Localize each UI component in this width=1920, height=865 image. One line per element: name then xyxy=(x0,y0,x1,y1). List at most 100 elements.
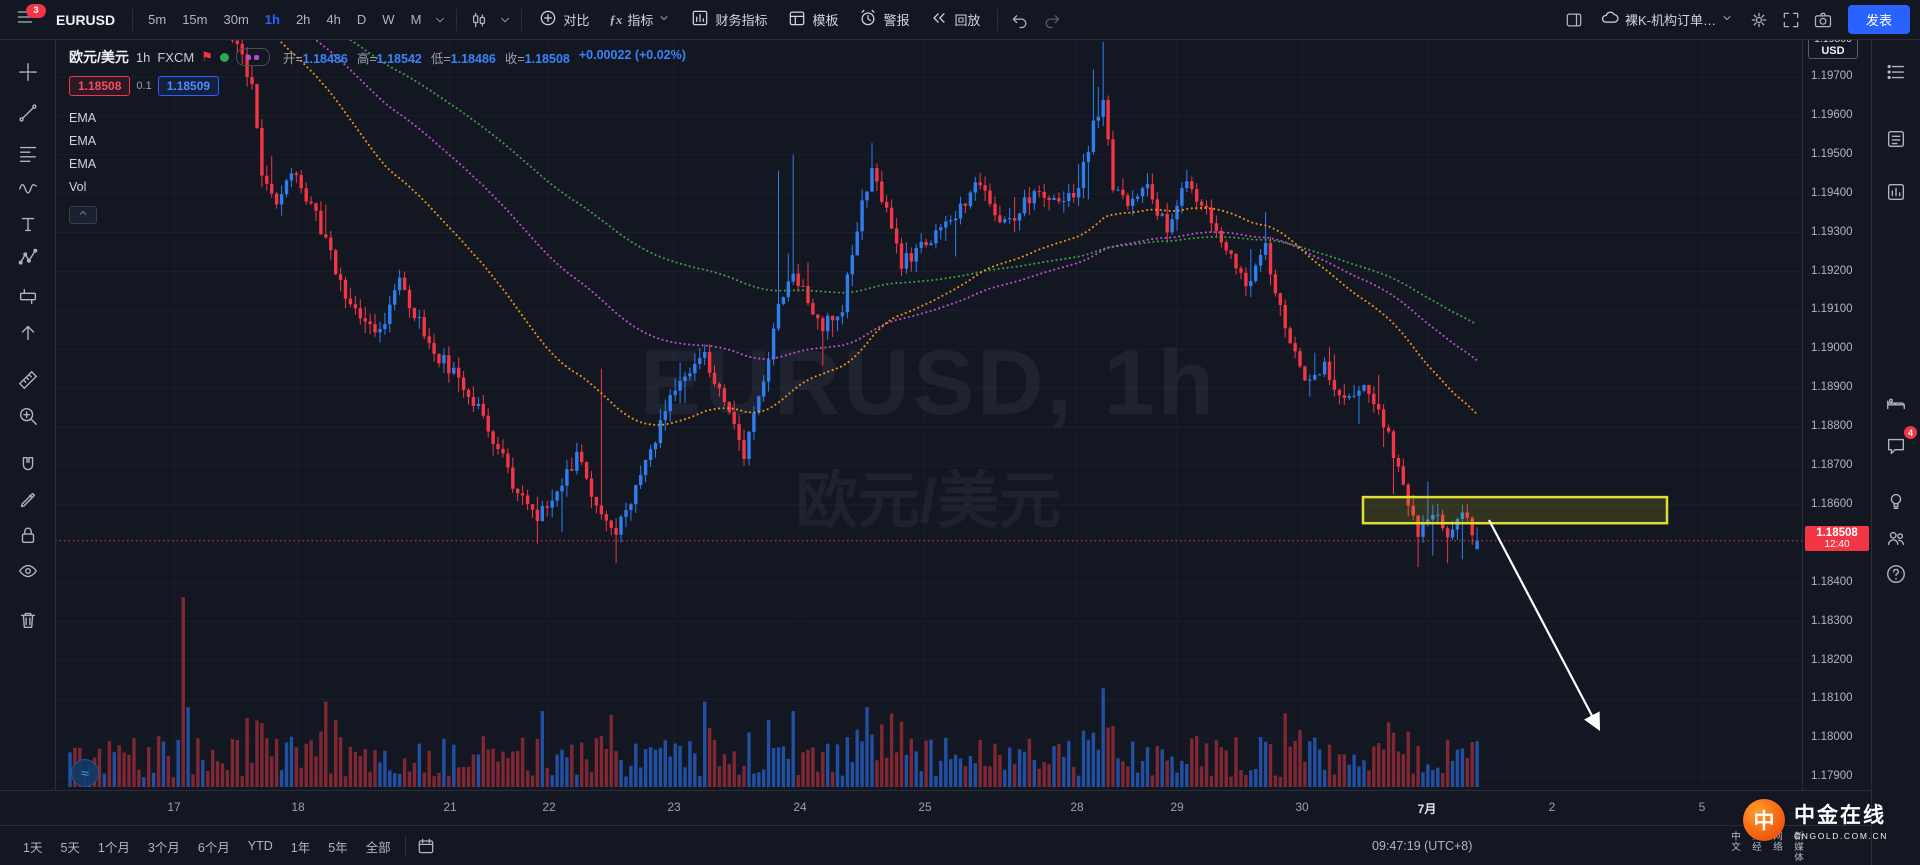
measure-tool[interactable] xyxy=(10,363,46,397)
slogan-column: 网络 xyxy=(1771,830,1782,852)
range-6个月[interactable]: 6个月 xyxy=(197,840,230,855)
chart-style-chevron[interactable] xyxy=(496,6,514,34)
timeframe-M[interactable]: M xyxy=(410,12,422,27)
screenshot-button[interactable] xyxy=(1808,6,1838,34)
layout-name-button[interactable]: 裸K-机构订单… xyxy=(1591,6,1742,34)
market-open-icon xyxy=(219,52,229,62)
undo-button[interactable] xyxy=(1005,6,1035,34)
watchlist-panel[interactable] xyxy=(1879,55,1913,89)
price-tick: 1.18800 xyxy=(1811,420,1853,433)
time-tick: 25 xyxy=(918,800,932,814)
templates-button[interactable]: 模板 xyxy=(778,6,847,34)
fullscreen-button[interactable] xyxy=(1776,6,1806,34)
forecast-tool[interactable] xyxy=(10,279,46,313)
financials-button[interactable]: 财务指标 xyxy=(681,6,776,34)
timeframe-W[interactable]: W xyxy=(382,12,395,27)
indicators-button[interactable]: ƒx 指标 xyxy=(600,6,679,34)
time-tick: 2 xyxy=(1548,800,1556,814)
range-1年[interactable]: 1年 xyxy=(290,840,311,855)
lock-all-tool[interactable] xyxy=(10,518,46,552)
legend-ema-2[interactable]: EMA xyxy=(69,133,97,148)
divider xyxy=(456,8,458,31)
settings-button[interactable] xyxy=(1744,6,1774,34)
compare-button[interactable]: 对比 xyxy=(529,6,598,34)
timeframe-5m[interactable]: 5m xyxy=(148,12,167,27)
range-YTD[interactable]: YTD xyxy=(247,839,273,853)
drawing-toolbar xyxy=(0,39,56,790)
candlestick-chart[interactable] xyxy=(55,39,1802,790)
time-tick: 18 xyxy=(291,800,305,814)
template-label: 模板 xyxy=(812,13,839,28)
draw-tool[interactable] xyxy=(10,483,46,517)
clock[interactable]: 09:47:19 (UTC+8) xyxy=(1372,839,1473,853)
goto-date-button[interactable] xyxy=(411,832,441,860)
rest-mode-button[interactable] xyxy=(1879,386,1913,420)
messages-panel[interactable]: 4 xyxy=(1879,426,1917,463)
price-axis[interactable]: 1.19800 USD 1.19700 1.19600 1.19500 1.19400… xyxy=(1802,39,1873,790)
legend-actions[interactable] xyxy=(235,48,270,66)
time-tick: 28 xyxy=(1070,800,1084,814)
symbol-button[interactable]: EURUSD xyxy=(56,11,116,28)
last-price-label: 1.18508 12:40 xyxy=(1805,525,1869,551)
range-全部[interactable]: 全部 xyxy=(365,840,391,855)
legend-ema-3[interactable]: EMA xyxy=(69,156,97,171)
community-panel[interactable] xyxy=(1879,521,1913,555)
chevron-down-icon xyxy=(658,12,670,27)
time-axis[interactable]: 17 18 21 22 23 24 25 28 29 30 7月 2 5 xyxy=(0,790,1872,826)
zoom-in-tool[interactable] xyxy=(10,399,46,433)
range-1个月[interactable]: 1个月 xyxy=(97,840,130,855)
main-menu-button[interactable]: 3 xyxy=(10,3,46,34)
pattern-tool[interactable] xyxy=(10,241,46,275)
chart-area[interactable]: EURUSD, 1h 欧元/美元 欧元/美元 1h FXCM ⚑ 开=1.184… xyxy=(55,39,1802,790)
range-5年[interactable]: 5年 xyxy=(328,840,348,855)
price-tick: 1.18300 xyxy=(1811,614,1853,627)
magnet-tool[interactable] xyxy=(10,448,46,482)
range-3个月[interactable]: 3个月 xyxy=(147,840,180,855)
timeframe-15m[interactable]: 15m xyxy=(182,12,208,27)
range-1天[interactable]: 1天 xyxy=(23,840,43,855)
range-5天[interactable]: 5天 xyxy=(60,840,80,855)
publish-button[interactable]: 发表 xyxy=(1847,5,1910,34)
trend-line-tool[interactable] xyxy=(10,96,46,130)
message-count-badge: 4 xyxy=(1904,426,1917,439)
price-tick: 1.19500 xyxy=(1811,147,1853,160)
crosshair-tool[interactable] xyxy=(10,55,46,89)
timeframe-2h[interactable]: 2h xyxy=(295,12,311,27)
legend-symbol[interactable]: 欧元/美元 xyxy=(69,49,129,65)
rewind-icon xyxy=(929,8,949,31)
site-slogan: 中文 财经 网络 新媒体 xyxy=(1727,831,1874,863)
alert-button[interactable]: 警报 xyxy=(849,6,918,34)
buy-button[interactable]: 1.18509 xyxy=(157,76,220,96)
screener-panel[interactable] xyxy=(1879,175,1913,209)
time-tick: 7月 xyxy=(1417,802,1437,816)
change-readout: +0.00022 (+0.02%) xyxy=(578,47,686,62)
legend-exchange: FXCM xyxy=(157,49,195,65)
timeframe-menu-chevron[interactable] xyxy=(431,6,449,34)
timeframe-D[interactable]: D xyxy=(356,12,367,27)
hide-all-tool[interactable] xyxy=(10,554,46,588)
legend-volume[interactable]: Vol xyxy=(69,179,87,194)
fib-retracement-tool[interactable] xyxy=(10,137,46,171)
divider xyxy=(521,8,523,31)
legend-ema-1[interactable]: EMA xyxy=(69,110,97,125)
replay-button[interactable]: 回放 xyxy=(920,6,989,34)
sell-button[interactable]: 1.18508 xyxy=(69,76,131,96)
wave-tool[interactable] xyxy=(10,170,46,204)
bottom-toolbar: 1天 5天 1个月 3个月 6个月 YTD 1年 5年 全部 09:47:19 (UTC+8) xyxy=(0,825,1872,865)
ideas-panel[interactable] xyxy=(1879,484,1913,518)
emoji-arrow-tool[interactable] xyxy=(10,315,46,349)
help-button[interactable] xyxy=(1879,557,1913,591)
collapse-indicators-button[interactable] xyxy=(69,206,97,224)
text-tool[interactable] xyxy=(10,207,46,241)
layout-panel-button[interactable] xyxy=(1559,6,1589,34)
timeframe-1h[interactable]: 1h xyxy=(264,12,280,27)
topbar-right: 裸K-机构订单… 发表 xyxy=(1559,5,1910,34)
chart-style-button[interactable] xyxy=(464,6,494,34)
timeframe-4h[interactable]: 4h xyxy=(326,12,341,27)
redo-button[interactable] xyxy=(1037,6,1067,34)
legend-interval: 1h xyxy=(135,49,151,65)
remove-all-tool[interactable] xyxy=(10,603,46,637)
timeframe-30m[interactable]: 30m xyxy=(223,12,249,27)
cngold-logo: 中 中金在线 CNGOLD.COM.CN xyxy=(1743,799,1888,841)
data-window-panel[interactable] xyxy=(1879,122,1913,156)
